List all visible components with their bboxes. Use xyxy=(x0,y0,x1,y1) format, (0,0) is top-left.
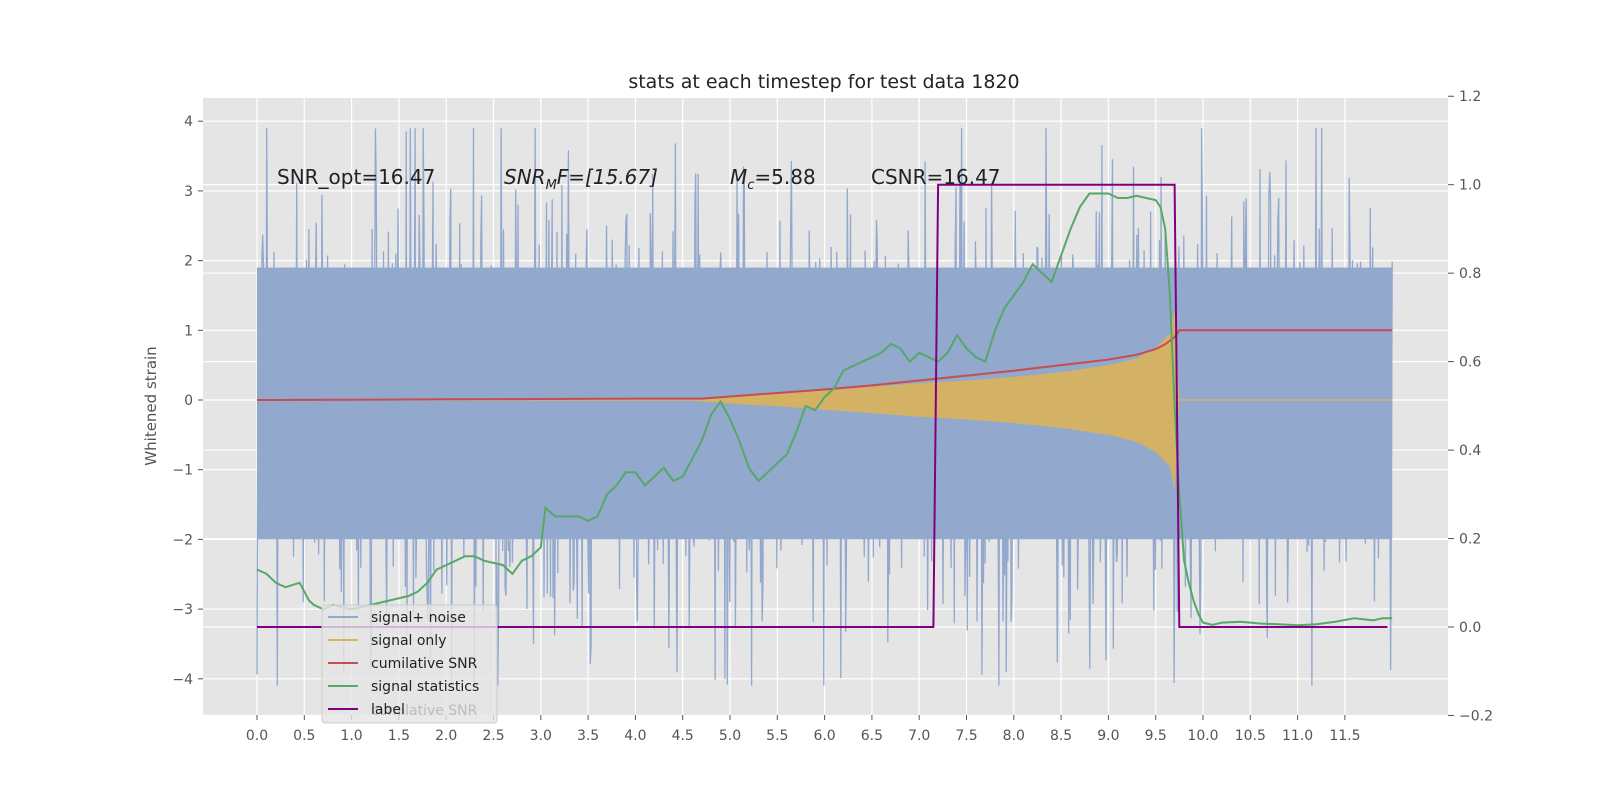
annotation-mc-sub: c xyxy=(747,178,754,193)
series-cumilative-snr xyxy=(256,329,1393,401)
y-tick-label: −1 xyxy=(172,463,193,479)
x-tick-label: 1.5 xyxy=(388,728,410,744)
x-tick-label: 10.5 xyxy=(1235,728,1266,744)
x-tick-label: 7.0 xyxy=(908,728,930,744)
y-tick-label: −4 xyxy=(172,672,193,688)
x-tick-label: 8.5 xyxy=(1050,728,1072,744)
x-tick-label: 6.5 xyxy=(861,728,883,744)
annotation-snr-mf-rest: F=[15.67] xyxy=(557,165,658,189)
legend-label: signal only xyxy=(371,633,446,649)
y-tick-label: 1 xyxy=(184,323,193,339)
legend-label: signal+ noise xyxy=(371,610,466,626)
x-tick-label: 1.0 xyxy=(340,728,362,744)
x-tick-label: 0.0 xyxy=(246,728,268,744)
x-tick-label: 4.0 xyxy=(624,728,646,744)
annotation-snr-opt: SNR_opt=16.47 xyxy=(277,165,435,189)
x-tick-label: 4.5 xyxy=(672,728,694,744)
y-axis-ticks: 4 3 2 1 0 −1 −2 −3 −4 xyxy=(172,114,203,688)
annotation-snr-mf-sub: M xyxy=(546,178,557,193)
x-axis-ticks: 0.0 0.5 1.0 1.5 2.0 2.5 3.0 3.5 4.0 4.5 5.0 5.5 6.0 6… xyxy=(246,715,1360,744)
x-tick-label: 5.5 xyxy=(766,728,788,744)
x-tick-label: 11.5 xyxy=(1329,728,1360,744)
y-tick-label: −3 xyxy=(172,602,193,618)
legend-label: label xyxy=(371,702,405,718)
y2-tick-label: 0.8 xyxy=(1459,266,1481,282)
legend: cumilative SNR signal+ noise signal only c… xyxy=(321,604,498,724)
x-tick-label: 10.0 xyxy=(1187,728,1218,744)
y2-tick-label: 1.0 xyxy=(1459,178,1481,194)
y-tick-label: 2 xyxy=(184,254,193,270)
x-tick-label: 5.0 xyxy=(719,728,741,744)
y-tick-label: 4 xyxy=(184,114,193,130)
y-tick-label: 3 xyxy=(184,184,193,200)
x-tick-label: 11.0 xyxy=(1282,728,1313,744)
series-label xyxy=(257,183,1388,628)
annotation-mc: Mc=5.88 xyxy=(730,165,816,193)
y2-tick-label: 0.4 xyxy=(1459,443,1481,459)
legend-box xyxy=(321,604,498,724)
y2-axis-ticks: 1.2 1.0 0.8 0.6 0.4 0.2 0.0 −0.2 xyxy=(1448,89,1493,724)
y-axis-label: Whitened strain xyxy=(142,346,160,465)
annotation-snr-mf-main: SNR xyxy=(504,165,546,189)
y2-tick-label: 0.0 xyxy=(1459,620,1481,636)
chart-title: stats at each timestep for test data 182… xyxy=(628,71,1019,93)
y2-tick-label: 0.6 xyxy=(1459,355,1481,371)
series-signal-statistics xyxy=(256,192,1393,627)
x-tick-label: 2.5 xyxy=(482,728,504,744)
x-tick-label: 9.0 xyxy=(1097,728,1119,744)
x-tick-label: 9.5 xyxy=(1145,728,1167,744)
y-tick-label: −2 xyxy=(172,532,193,548)
x-tick-label: 0.5 xyxy=(293,728,315,744)
annotation-mc-main: M xyxy=(730,165,747,189)
legend-label: cumilative SNR xyxy=(371,656,478,672)
legend-ghost-text: cumilative SNR xyxy=(371,703,478,719)
y2-tick-label: −0.2 xyxy=(1459,708,1493,724)
x-tick-label: 8.0 xyxy=(1003,728,1025,744)
annotation-snr-mf: SNRMF=[15.67] xyxy=(504,165,658,193)
series-lines xyxy=(256,183,1393,628)
annotation-mc-rest: =5.88 xyxy=(754,165,815,189)
x-tick-label: 2.0 xyxy=(435,728,457,744)
y-tick-label: 0 xyxy=(184,393,193,409)
x-tick-label: 6.0 xyxy=(813,728,835,744)
x-tick-label: 3.0 xyxy=(530,728,552,744)
signal-noise-line xyxy=(256,128,1393,686)
y2-tick-label: 0.2 xyxy=(1459,532,1481,548)
legend-label: signal statistics xyxy=(371,679,479,695)
annotation-csnr: CSNR=16.47 xyxy=(871,165,1001,189)
y2-tick-label: 1.2 xyxy=(1459,89,1481,105)
x-tick-label: 7.5 xyxy=(955,728,977,744)
x-tick-label: 3.5 xyxy=(577,728,599,744)
